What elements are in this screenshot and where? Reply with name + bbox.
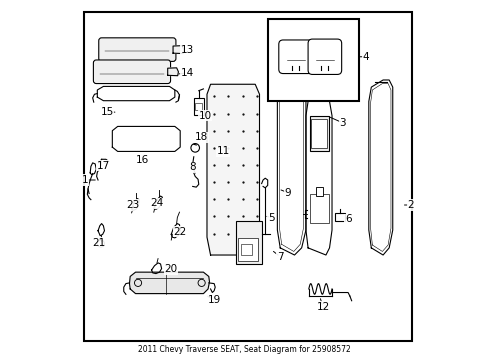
FancyBboxPatch shape	[93, 60, 170, 84]
Text: 3: 3	[339, 118, 346, 128]
FancyBboxPatch shape	[307, 39, 341, 75]
Text: 2: 2	[407, 200, 413, 210]
Bar	[241, 244, 252, 255]
Text: 19: 19	[207, 295, 220, 305]
Bar	[287, 78, 297, 87]
Text: 6: 6	[344, 214, 351, 224]
Text: 11: 11	[216, 147, 229, 157]
Bar	[238, 238, 257, 261]
Text: 21: 21	[92, 238, 105, 248]
Text: 4: 4	[362, 52, 368, 62]
Text: 18: 18	[195, 132, 208, 142]
Polygon shape	[167, 68, 178, 76]
Bar	[267, 19, 358, 102]
Text: 13: 13	[181, 45, 194, 55]
Text: 7: 7	[276, 252, 283, 262]
Text: 1: 1	[82, 175, 89, 185]
Bar	[235, 221, 262, 264]
Text: 9: 9	[284, 188, 290, 198]
Bar	[195, 103, 201, 111]
FancyBboxPatch shape	[278, 40, 312, 73]
Text: 15: 15	[100, 107, 113, 117]
Text: 10: 10	[198, 111, 211, 121]
Text: 22: 22	[173, 227, 186, 237]
Text: 5: 5	[267, 212, 274, 222]
Text: 14: 14	[181, 68, 194, 78]
Bar	[315, 187, 323, 196]
Text: 2011 Chevy Traverse SEAT, Seat Diagram for 25908572: 2011 Chevy Traverse SEAT, Seat Diagram f…	[138, 345, 350, 354]
Bar	[309, 194, 328, 223]
Text: 20: 20	[164, 264, 178, 274]
Text: 17: 17	[97, 161, 110, 171]
Bar	[310, 118, 326, 148]
Text: 23: 23	[126, 200, 140, 210]
Polygon shape	[206, 84, 259, 255]
Text: 12: 12	[316, 302, 329, 312]
Text: 24: 24	[150, 198, 163, 208]
Text: 16: 16	[136, 156, 149, 165]
Text: 8: 8	[189, 162, 196, 172]
Polygon shape	[129, 272, 209, 294]
Bar	[334, 213, 344, 221]
FancyBboxPatch shape	[99, 38, 176, 62]
Bar	[193, 98, 203, 115]
Bar	[309, 116, 328, 152]
Polygon shape	[173, 46, 183, 54]
